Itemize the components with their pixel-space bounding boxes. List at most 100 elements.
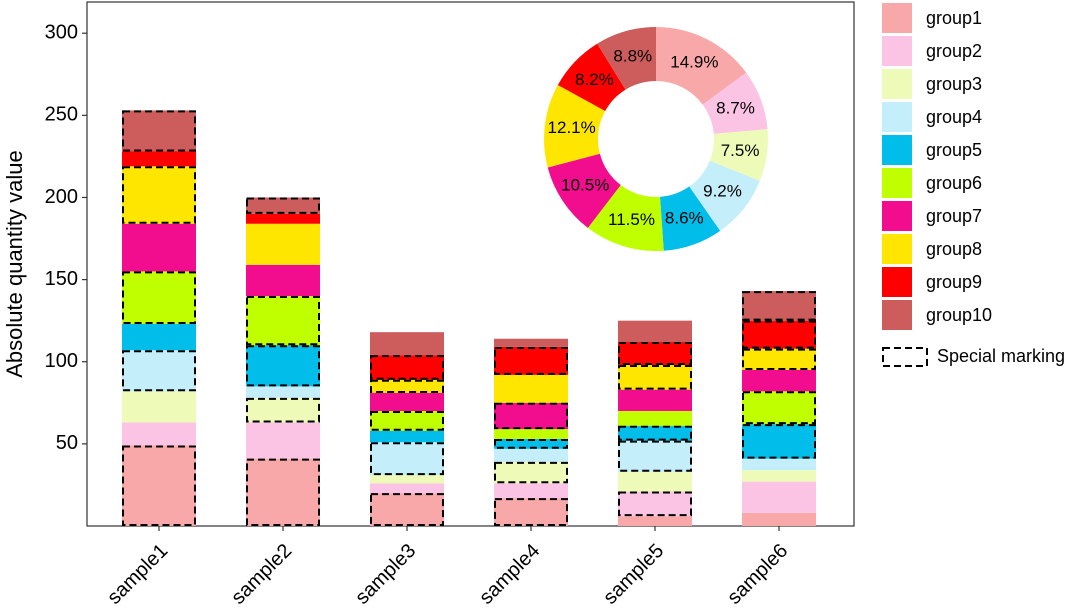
bar-segment: [618, 411, 692, 426]
bar-segment: [122, 391, 196, 423]
legend-swatch: [882, 300, 912, 330]
special-marking: [122, 445, 196, 527]
slice-label: 8.8%: [613, 47, 652, 66]
legend-label: group2: [926, 41, 982, 61]
legend-swatch: [882, 135, 912, 165]
special-marking: [246, 296, 320, 346]
y-axis-title: Absolute quantity value: [2, 150, 27, 378]
special-marking: [494, 498, 568, 526]
special-marking: [742, 348, 816, 370]
y-tick-label: 100: [45, 350, 78, 372]
legend-swatch: [882, 69, 912, 99]
slice-label: 8.7%: [716, 98, 755, 117]
slice-label: 14.9%: [670, 53, 718, 72]
bar-segment: [370, 379, 444, 393]
bar-segment: [742, 458, 816, 471]
bar-segment: [494, 498, 568, 526]
legend-label: group6: [926, 173, 982, 193]
special-marking: [494, 438, 568, 449]
bar-segment: [122, 422, 196, 446]
special-marking: [742, 391, 816, 425]
y-tick-label: 200: [45, 186, 78, 208]
slice-label: 9.2%: [703, 181, 742, 200]
bar-segment: [494, 402, 568, 430]
legend-label: group4: [926, 107, 982, 127]
x-tick-label: sample4: [475, 540, 544, 609]
bar-segment: [122, 223, 196, 272]
legend-swatch: [882, 168, 912, 198]
legend-swatch: [882, 36, 912, 66]
legend-label: group3: [926, 74, 982, 94]
special-marking: [370, 493, 444, 527]
bar-segment: [122, 166, 196, 224]
bar-segment: [246, 386, 320, 398]
legend-label: Special marking: [937, 346, 1065, 366]
bar-segment: [246, 197, 320, 214]
bar-segment: [742, 320, 816, 349]
bar-segment: [370, 442, 444, 476]
bar-segment: [122, 350, 196, 392]
bar-segment: [494, 338, 568, 347]
bar-segment: [494, 438, 568, 449]
bar-segment: [246, 296, 320, 346]
legend-label: group5: [926, 140, 982, 160]
special-marking: [742, 320, 816, 349]
donut-slice: [660, 186, 721, 251]
bar-segment: [618, 471, 692, 492]
donut-slice: [544, 85, 606, 168]
bar-segment: [494, 346, 568, 375]
special-marking: [618, 425, 692, 441]
y-tick-label: 300: [45, 21, 78, 43]
special-marking: [246, 397, 320, 423]
bar-segment: [122, 151, 196, 167]
bar-segment: [742, 424, 816, 459]
x-tick-label: sample3: [351, 540, 420, 609]
donut-slice: [557, 43, 626, 112]
special-marking: [122, 350, 196, 392]
x-tick-label: sample5: [599, 540, 668, 609]
legend-swatch: [882, 201, 912, 231]
special-marking: [618, 365, 692, 390]
donut-slice: [656, 27, 747, 105]
bar-segment: [370, 411, 444, 431]
bar-segment: [122, 323, 196, 351]
panel-border: [86, 1, 855, 527]
special-marking: [370, 379, 444, 393]
bar-segment: [122, 445, 196, 526]
bar-segment: [494, 429, 568, 439]
x-tick-label: sample1: [103, 540, 172, 609]
slice-label: 12.1%: [548, 118, 596, 137]
special-marking: [494, 346, 568, 375]
special-marking: [494, 461, 568, 484]
legend-label: group10: [926, 305, 992, 325]
slice-label: 10.5%: [561, 176, 609, 195]
special-marking: [246, 458, 320, 526]
legend-label: group7: [926, 206, 982, 226]
legend-special-swatch: [882, 347, 928, 367]
bar-segment: [370, 392, 444, 412]
donut-slice: [702, 72, 768, 134]
special-marking: [122, 271, 196, 324]
bar-segment: [494, 374, 568, 403]
bar-segment: [246, 223, 320, 265]
bar-segment: [370, 475, 444, 484]
legend-swatch: [882, 234, 912, 264]
bar-segment: [618, 320, 692, 343]
bar-segment: [742, 481, 816, 513]
special-marking: [618, 342, 692, 366]
bar-segment: [494, 448, 568, 462]
legend-swatch: [882, 102, 912, 132]
special-marking: [246, 197, 320, 214]
slice-label: 11.5%: [608, 210, 655, 229]
special-marking: [122, 110, 196, 152]
special-marking: [370, 442, 444, 476]
bar-segment: [618, 342, 692, 366]
bar-segment: [246, 422, 320, 459]
bar-segment: [246, 458, 320, 526]
special-marking: [494, 402, 568, 430]
bar-segment: [742, 348, 816, 370]
bar-segment: [618, 389, 692, 412]
bar-segment: [494, 461, 568, 484]
donut-slice: [587, 185, 664, 252]
